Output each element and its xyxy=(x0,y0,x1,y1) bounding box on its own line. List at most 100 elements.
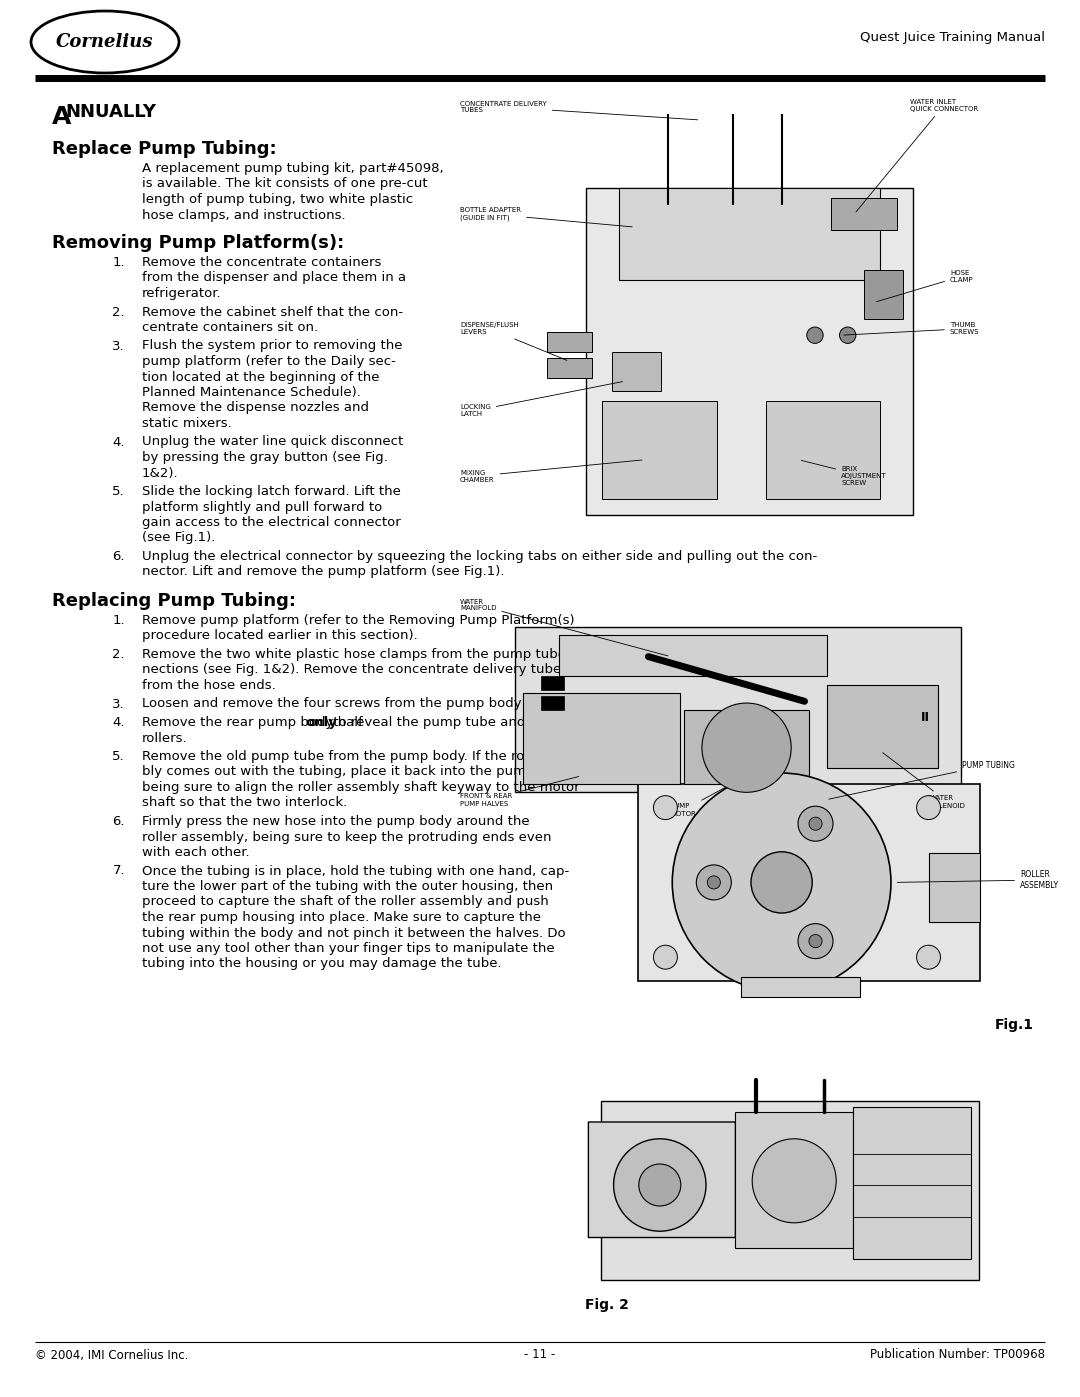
Text: being sure to align the roller assembly shaft keyway to the motor: being sure to align the roller assembly … xyxy=(141,781,580,793)
Bar xyxy=(603,401,717,499)
Circle shape xyxy=(752,1139,836,1222)
Bar xyxy=(832,197,896,231)
Circle shape xyxy=(638,1164,680,1206)
Text: II: II xyxy=(920,711,930,725)
Text: 1&2).: 1&2). xyxy=(141,467,178,479)
Text: with each other.: with each other. xyxy=(141,847,249,859)
FancyBboxPatch shape xyxy=(589,1122,735,1238)
Bar xyxy=(735,1112,853,1248)
Text: Cornelius: Cornelius xyxy=(56,34,153,52)
Bar xyxy=(929,854,980,922)
Text: tubing into the housing or you may damage the tube.: tubing into the housing or you may damag… xyxy=(141,957,501,971)
Circle shape xyxy=(702,703,792,792)
Text: to reveal the pump tube and: to reveal the pump tube and xyxy=(328,717,525,729)
Text: Remove the cabinet shelf that the con-: Remove the cabinet shelf that the con- xyxy=(141,306,403,319)
Text: Replace Pump Tubing:: Replace Pump Tubing: xyxy=(52,140,276,158)
Text: centrate containers sit on.: centrate containers sit on. xyxy=(141,321,319,334)
Text: length of pump tubing, two white plastic: length of pump tubing, two white plastic xyxy=(141,193,414,205)
Bar xyxy=(638,784,980,981)
Circle shape xyxy=(613,1139,706,1231)
Text: THUMB
SCREWS: THUMB SCREWS xyxy=(843,323,980,335)
Text: Firmly press the new hose into the pump body around the: Firmly press the new hose into the pump … xyxy=(141,814,529,828)
Text: 2.: 2. xyxy=(112,648,125,661)
Circle shape xyxy=(807,327,823,344)
Text: - 11 -: - 11 - xyxy=(525,1348,555,1362)
Text: hose clamps, and instructions.: hose clamps, and instructions. xyxy=(141,208,346,222)
Text: the rear pump housing into place. Make sure to capture the: the rear pump housing into place. Make s… xyxy=(141,911,541,923)
Text: ture the lower part of the tubing with the outer housing, then: ture the lower part of the tubing with t… xyxy=(141,880,553,893)
Bar xyxy=(541,696,564,710)
Text: nector. Lift and remove the pump platform (see Fig.1).: nector. Lift and remove the pump platfor… xyxy=(141,566,504,578)
Text: 3.: 3. xyxy=(112,697,125,711)
Bar xyxy=(546,358,593,377)
Bar xyxy=(766,401,880,499)
Text: A replacement pump tubing kit, part#45098,: A replacement pump tubing kit, part#4509… xyxy=(141,162,444,175)
Text: 1.: 1. xyxy=(112,615,125,627)
Text: 5.: 5. xyxy=(112,485,125,497)
Text: static mixers.: static mixers. xyxy=(141,416,232,430)
Text: Planned Maintenance Schedule).: Planned Maintenance Schedule). xyxy=(141,386,361,400)
Text: procedure located earlier in this section).: procedure located earlier in this sectio… xyxy=(141,630,418,643)
Text: Unplug the electrical connector by squeezing the locking tabs on either side and: Unplug the electrical connector by squee… xyxy=(141,550,818,563)
Text: Remove the concentrate containers: Remove the concentrate containers xyxy=(141,256,381,270)
Text: 6.: 6. xyxy=(112,814,125,828)
Text: refrigerator.: refrigerator. xyxy=(141,286,221,300)
Bar xyxy=(514,627,961,792)
Text: pump platform (refer to the Daily sec-: pump platform (refer to the Daily sec- xyxy=(141,355,396,367)
Text: (see Fig.1).: (see Fig.1). xyxy=(141,531,215,545)
Text: from the hose ends.: from the hose ends. xyxy=(141,679,275,692)
Text: DISPENSE/FLUSH
LEVERS: DISPENSE/FLUSH LEVERS xyxy=(460,323,567,360)
Text: nections (see Fig. 1&2). Remove the concentrate delivery tubes: nections (see Fig. 1&2). Remove the conc… xyxy=(141,664,568,676)
Text: Remove pump platform (refer to the Removing Pump Platform(s): Remove pump platform (refer to the Remov… xyxy=(141,615,575,627)
Bar xyxy=(600,1101,978,1280)
Text: not use any tool other than your finger tips to manipulate the: not use any tool other than your finger … xyxy=(141,942,555,956)
Text: NNUALLY: NNUALLY xyxy=(65,103,156,122)
Text: shaft so that the two interlock.: shaft so that the two interlock. xyxy=(141,796,348,809)
Text: BRIX
ADJUSTMENT
SCREW: BRIX ADJUSTMENT SCREW xyxy=(801,461,887,486)
Text: WATER
SOLENOID: WATER SOLENOID xyxy=(882,753,966,809)
Text: 2.: 2. xyxy=(112,306,125,319)
Text: 7.: 7. xyxy=(112,865,125,877)
Ellipse shape xyxy=(31,11,179,73)
Circle shape xyxy=(653,946,677,970)
Text: © 2004, IMI Cornelius Inc.: © 2004, IMI Cornelius Inc. xyxy=(35,1348,188,1362)
Text: 1.: 1. xyxy=(112,256,125,270)
Circle shape xyxy=(798,923,833,958)
Bar xyxy=(684,710,809,784)
Text: platform slightly and pull forward to: platform slightly and pull forward to xyxy=(141,500,382,514)
Text: Removing Pump Platform(s):: Removing Pump Platform(s): xyxy=(52,235,345,251)
Text: Loosen and remove the four screws from the pump body (see fig 3).: Loosen and remove the four screws from t… xyxy=(141,697,597,711)
Text: Remove the old pump tube from the pump body. If the roller assem-: Remove the old pump tube from the pump b… xyxy=(141,750,597,763)
Text: proceed to capture the shaft of the roller assembly and push: proceed to capture the shaft of the roll… xyxy=(141,895,549,908)
Text: MIXING
CHAMBER: MIXING CHAMBER xyxy=(460,460,642,482)
Circle shape xyxy=(751,852,812,914)
Text: CONCENTRATE DELIVERY
TUBES: CONCENTRATE DELIVERY TUBES xyxy=(460,101,698,120)
Circle shape xyxy=(809,935,822,947)
Text: PUMP
MOTOR: PUMP MOTOR xyxy=(671,777,744,816)
Circle shape xyxy=(707,876,720,888)
Circle shape xyxy=(697,865,731,900)
Text: PUMP TUBING: PUMP TUBING xyxy=(828,760,1015,799)
Text: Remove the two white plastic hose clamps from the pump tube con-: Remove the two white plastic hose clamps… xyxy=(141,648,599,661)
Text: by pressing the gray button (see Fig.: by pressing the gray button (see Fig. xyxy=(141,451,388,464)
Text: Slide the locking latch forward. Lift the: Slide the locking latch forward. Lift th… xyxy=(141,485,401,497)
Circle shape xyxy=(839,327,855,344)
Text: FRONT & REAR
PUMP HALVES: FRONT & REAR PUMP HALVES xyxy=(460,777,579,806)
Text: Once the tubing is in place, hold the tubing with one hand, cap-: Once the tubing is in place, hold the tu… xyxy=(141,865,569,877)
Text: rollers.: rollers. xyxy=(141,732,188,745)
Text: WATER
MANIFOLD: WATER MANIFOLD xyxy=(460,598,669,655)
Text: 5.: 5. xyxy=(112,750,125,763)
Bar xyxy=(585,187,914,515)
Bar xyxy=(612,352,661,391)
Text: Unplug the water line quick disconnect: Unplug the water line quick disconnect xyxy=(141,436,403,448)
Text: tubing within the body and not pinch it between the halves. Do: tubing within the body and not pinch it … xyxy=(141,926,566,940)
Bar xyxy=(541,676,564,690)
Bar xyxy=(546,332,593,352)
Bar xyxy=(559,636,827,676)
Bar xyxy=(741,977,860,996)
Text: Fig.1: Fig.1 xyxy=(995,1018,1034,1032)
Text: bly comes out with the tubing, place it back into the pump housing: bly comes out with the tubing, place it … xyxy=(141,766,592,778)
Text: LOCKING
LATCH: LOCKING LATCH xyxy=(460,381,622,418)
Text: Replacing Pump Tubing:: Replacing Pump Tubing: xyxy=(52,592,296,610)
Text: roller assembly, being sure to keep the protruding ends even: roller assembly, being sure to keep the … xyxy=(141,830,552,844)
